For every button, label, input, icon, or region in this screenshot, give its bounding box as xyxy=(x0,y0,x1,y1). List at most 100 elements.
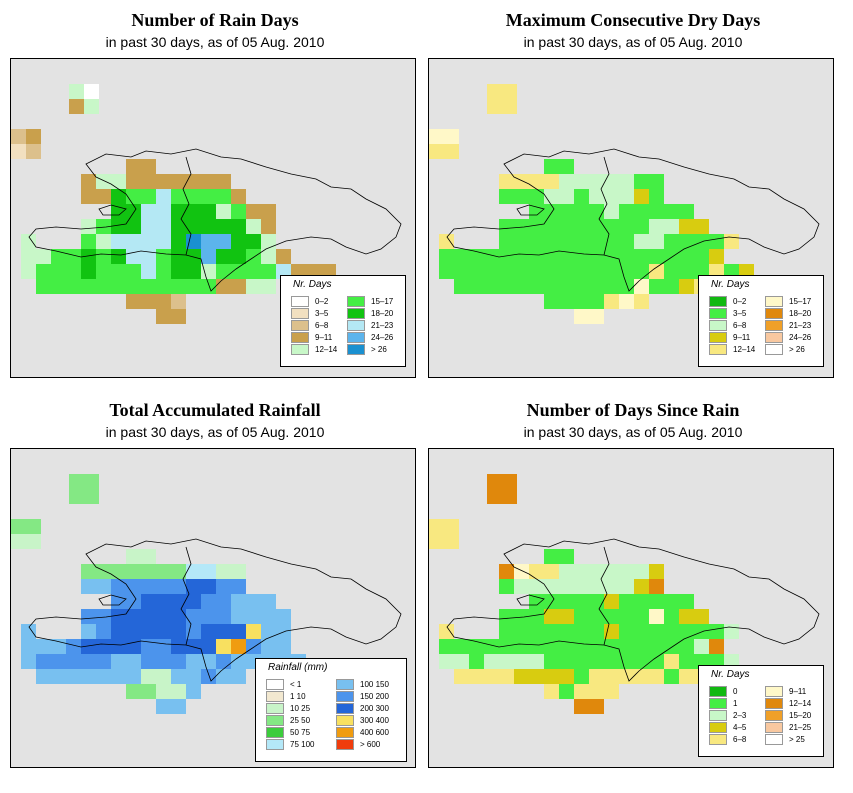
legend-item: 75 100 xyxy=(266,738,314,750)
map-cell xyxy=(69,99,84,114)
map-cell xyxy=(544,639,559,654)
map-cell xyxy=(502,489,517,504)
legend-label: 0–2 xyxy=(733,296,747,306)
map-cell xyxy=(559,174,574,189)
map-cell xyxy=(84,474,99,489)
map-cell xyxy=(544,654,559,669)
legend-swatch xyxy=(336,714,354,726)
map-cell xyxy=(589,684,604,699)
map-cell xyxy=(574,579,589,594)
legend-label: 300 400 xyxy=(360,715,389,725)
map-cell xyxy=(111,189,126,204)
map-cell xyxy=(141,684,156,699)
map-cell xyxy=(231,654,246,669)
legend-swatch xyxy=(291,307,309,319)
map-cell xyxy=(186,204,201,219)
map-cell xyxy=(11,534,26,549)
map-cell xyxy=(454,654,469,669)
map-cell xyxy=(574,684,589,699)
map-cell xyxy=(589,204,604,219)
map-cell xyxy=(499,189,514,204)
legend-label: > 25 xyxy=(789,734,805,744)
map-cell xyxy=(111,204,126,219)
map-cell xyxy=(231,279,246,294)
map-cell xyxy=(724,234,739,249)
map-cell xyxy=(619,654,634,669)
map-cell xyxy=(604,654,619,669)
legend-swatch xyxy=(266,702,284,714)
panel-subtitle: in past 30 days, as of 05 Aug. 2010 xyxy=(105,424,325,440)
map-cell xyxy=(171,249,186,264)
map-cell xyxy=(96,264,111,279)
legend-swatch xyxy=(336,702,354,714)
legend-swatch xyxy=(291,319,309,331)
map-cell xyxy=(514,249,529,264)
map-cell xyxy=(487,84,502,99)
map-cell xyxy=(246,264,261,279)
map-cell xyxy=(679,669,694,684)
map-dry-days[interactable] xyxy=(428,58,834,378)
legend-label: 15–17 xyxy=(789,296,812,306)
map-cell xyxy=(126,624,141,639)
map-grid xyxy=(11,84,402,324)
map-cell xyxy=(216,219,231,234)
map-cell xyxy=(261,249,276,264)
panel-title: Maximum Consecutive Dry Days xyxy=(505,10,761,30)
map-cell xyxy=(186,639,201,654)
legend-item: 400 600 xyxy=(336,726,389,738)
legend-label: 50 75 xyxy=(290,727,311,737)
legend-since-rain: Nr. Days 0 1 2–3 4–5 6–8 9–11 12–14 15–20 21–25 >… xyxy=(698,665,824,757)
legend-label: 25 50 xyxy=(290,715,311,725)
map-cell xyxy=(499,564,514,579)
map-cell xyxy=(126,639,141,654)
legend-swatch xyxy=(266,726,284,738)
map-cell xyxy=(454,279,469,294)
map-cell xyxy=(679,279,694,294)
map-cell xyxy=(694,219,709,234)
map-cell xyxy=(111,234,126,249)
map-cell xyxy=(201,579,216,594)
map-cell xyxy=(514,669,529,684)
map-cell xyxy=(679,204,694,219)
map-cell xyxy=(619,609,634,624)
map-cell xyxy=(231,579,246,594)
map-cell xyxy=(444,519,459,534)
map-cell xyxy=(216,189,231,204)
map-cell xyxy=(84,489,99,504)
legend-swatch xyxy=(291,343,309,355)
map-cell xyxy=(216,609,231,624)
map-cell xyxy=(36,264,51,279)
map-cell xyxy=(502,84,517,99)
map-cell xyxy=(589,609,604,624)
map-cell xyxy=(186,684,201,699)
legend-label: 12–14 xyxy=(789,698,812,708)
map-cell xyxy=(156,219,171,234)
legend-label: 2–3 xyxy=(733,710,747,720)
legend-label: 4–5 xyxy=(733,722,747,732)
legend-label: 1 10 xyxy=(290,691,306,701)
panel-subtitle: in past 30 days, as of 05 Aug. 2010 xyxy=(523,34,743,50)
map-cell xyxy=(634,279,649,294)
map-cell xyxy=(649,279,664,294)
legend-label: 15–17 xyxy=(371,296,394,306)
map-cell xyxy=(499,279,514,294)
legend-item: 10 25 xyxy=(266,702,310,714)
map-cell xyxy=(156,624,171,639)
map-cell xyxy=(574,294,589,309)
map-cell xyxy=(529,279,544,294)
map-cell xyxy=(529,219,544,234)
legend-swatch xyxy=(336,678,354,690)
legend-swatch xyxy=(347,331,365,343)
legend-swatch xyxy=(709,733,727,745)
legend-swatch xyxy=(336,726,354,738)
map-cell xyxy=(246,204,261,219)
map-cell xyxy=(589,219,604,234)
map-cell xyxy=(141,204,156,219)
map-cell xyxy=(619,294,634,309)
map-cell xyxy=(604,609,619,624)
map-cell xyxy=(589,279,604,294)
map-cell xyxy=(276,639,291,654)
island-outline xyxy=(446,148,820,292)
map-cell xyxy=(499,234,514,249)
map-cell xyxy=(84,99,99,114)
